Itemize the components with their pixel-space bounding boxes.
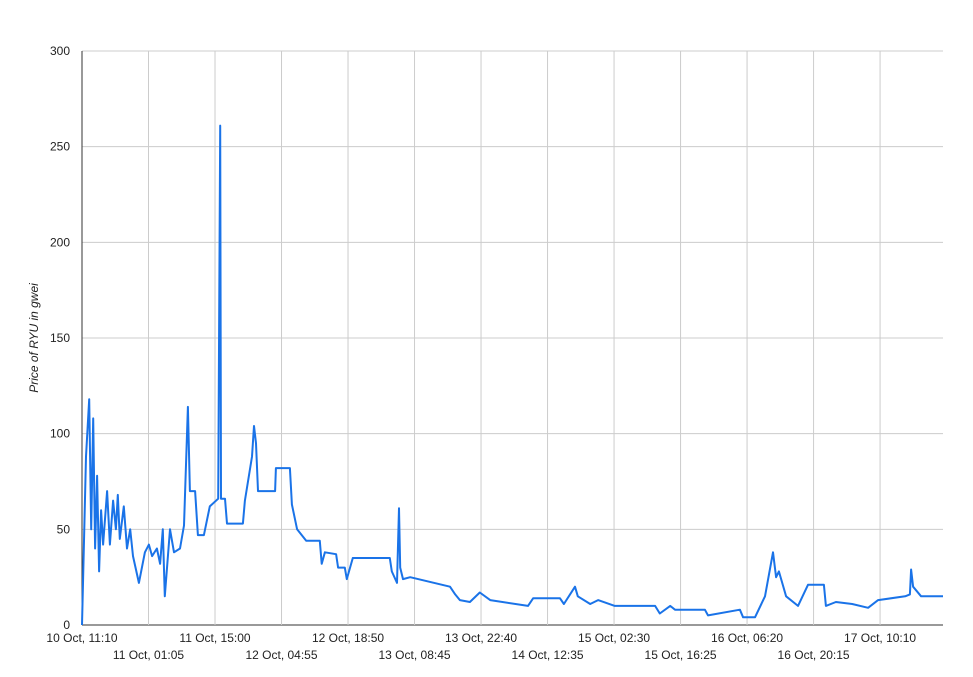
y-tick-label: 150 [50,331,70,345]
y-tick-label: 0 [63,618,70,632]
x-tick-label: 13 Oct, 08:45 [379,648,451,662]
x-tick-label: 10 Oct, 11:10 [46,631,117,645]
x-tick-label: 17 Oct, 10:10 [844,631,916,645]
x-tick-label: 16 Oct, 20:15 [778,648,850,662]
x-tick-label: 11 Oct, 01:05 [113,648,184,662]
x-tick-label: 12 Oct, 04:55 [245,648,317,662]
x-tick-label: 12 Oct, 18:50 [312,631,384,645]
y-tick-label: 50 [57,522,71,536]
y-tick-label: 300 [50,44,70,58]
x-tick-label: 15 Oct, 02:30 [578,631,650,645]
x-tick-label: 16 Oct, 06:20 [711,631,783,645]
x-tick-label: 13 Oct, 22:40 [445,631,517,645]
x-tick-label: 11 Oct, 15:00 [179,631,250,645]
x-tick-label: 15 Oct, 16:25 [645,648,717,662]
x-tick-label: 14 Oct, 12:35 [512,648,584,662]
y-tick-label: 100 [50,427,70,441]
y-tick-label: 250 [50,140,70,154]
y-axis-label: Price of RYU in gwei [27,283,41,393]
price-line [81,124,943,626]
y-tick-label: 200 [50,235,70,249]
